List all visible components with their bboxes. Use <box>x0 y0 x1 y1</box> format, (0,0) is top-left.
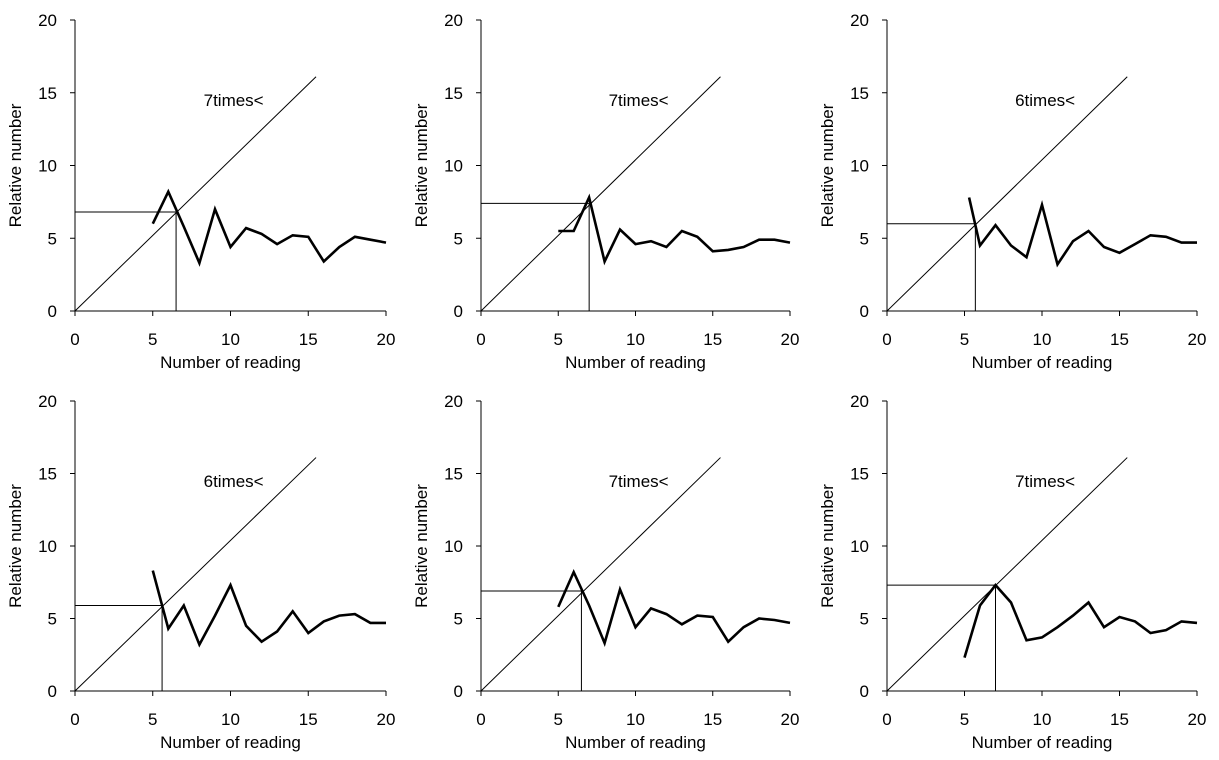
chart-5-y-axis-title: Relative number <box>412 484 431 608</box>
chart-2-x-axis-title: Number of reading <box>565 353 706 372</box>
chart-6-series-line <box>963 583 1198 658</box>
chart-1-x-tick-label: 0 <box>70 330 79 349</box>
chart-5-x-tick-label: 15 <box>703 710 722 729</box>
chart-4-diagonal-line <box>74 457 317 692</box>
chart-1-x-tick-label: 20 <box>377 330 396 349</box>
chart-1-y-axis-title: Relative number <box>6 103 25 227</box>
chart-4-annotation: 6times< <box>204 472 264 491</box>
chart-5-diagonal-line <box>480 457 721 692</box>
chart-5-y-tick-label: 5 <box>454 610 463 629</box>
chart-2-x-tick-label: 10 <box>626 330 645 349</box>
chart-3-y-tick-label: 0 <box>860 302 869 321</box>
chart-1-x-tick-label: 10 <box>221 330 240 349</box>
chart-3-y-tick-label: 15 <box>850 84 869 103</box>
chart-4-x-tick-label: 10 <box>221 710 240 729</box>
chart-4-x-tick-label: 15 <box>299 710 318 729</box>
chart-4-y-tick-label: 10 <box>38 537 57 556</box>
chart-6-y-tick-label: 0 <box>860 682 869 701</box>
chart-3-y-axis-title: Relative number <box>818 103 837 227</box>
chart-3-annotation: 6times< <box>1015 91 1075 110</box>
chart-3-x-tick-label: 20 <box>1188 330 1207 349</box>
chart-4-y-tick-label: 15 <box>38 465 57 484</box>
chart-1-y-tick-label: 20 <box>38 11 57 30</box>
chart-1-y-tick-label: 15 <box>38 84 57 103</box>
chart-4-x-axis-title: Number of reading <box>160 733 301 752</box>
chart-4-x-tick-label: 0 <box>70 710 79 729</box>
chart-6-y-tick-label: 20 <box>850 392 869 411</box>
chart-3: 0 5 10 15 20 0 5 10 15 20 Number of reading Relativ… <box>818 11 1206 372</box>
chart-6-y-axis-title: Relative number <box>818 484 837 608</box>
chart-1-y-tick-label: 0 <box>48 302 57 321</box>
chart-6-x-tick-label: 10 <box>1033 710 1052 729</box>
chart-2-x-tick-label: 5 <box>554 330 563 349</box>
chart-5-series-line <box>557 568 791 648</box>
chart-1-y-tick-label: 10 <box>38 157 57 176</box>
chart-2-annotation: 7times< <box>609 91 669 110</box>
chart-2: 0 5 10 15 20 0 5 10 15 20 Number of reading Relativ… <box>412 11 799 372</box>
chart-3-x-tick-label: 0 <box>882 330 891 349</box>
chart-6: 0 5 10 15 20 0 5 10 15 20 Number of reading Relativ… <box>818 392 1206 752</box>
chart-3-diagonal-line <box>886 76 1128 312</box>
chart-2-x-tick-label: 15 <box>703 330 722 349</box>
chart-4: 0 5 10 15 20 0 5 10 15 20 Number of reading Relativ… <box>6 392 395 752</box>
chart-4-x-tick-label: 5 <box>148 710 157 729</box>
chart-4-y-tick-label: 0 <box>48 682 57 701</box>
chart-5-y-tick-label: 20 <box>444 392 463 411</box>
chart-1-y-tick-label: 5 <box>48 229 57 248</box>
chart-5-x-tick-label: 10 <box>626 710 645 729</box>
chart-6-x-tick-label: 5 <box>960 710 969 729</box>
chart-3-x-axis-title: Number of reading <box>972 353 1113 372</box>
chart-4-y-tick-label: 20 <box>38 392 57 411</box>
chart-1-x-tick-label: 15 <box>299 330 318 349</box>
chart-4-x-tick-label: 20 <box>377 710 396 729</box>
chart-1-diagonal-line <box>74 76 317 312</box>
chart-5-y-tick-label: 15 <box>444 465 463 484</box>
chart-2-x-tick-label: 20 <box>781 330 800 349</box>
chart-1-x-tick-label: 5 <box>148 330 157 349</box>
chart-6-x-tick-label: 15 <box>1110 710 1129 729</box>
chart-5-x-tick-label: 20 <box>781 710 800 729</box>
chart-3-x-tick-label: 5 <box>960 330 969 349</box>
chart-6-x-tick-label: 20 <box>1188 710 1207 729</box>
chart-6-x-axis-title: Number of reading <box>972 733 1113 752</box>
chart-1-x-axis-title: Number of reading <box>160 353 301 372</box>
chart-2-y-axis-title: Relative number <box>412 103 431 227</box>
chart-4-series-line <box>151 570 386 648</box>
chart-2-y-tick-label: 5 <box>454 229 463 248</box>
chart-6-y-tick-label: 10 <box>850 537 869 556</box>
chart-5-y-tick-label: 10 <box>444 537 463 556</box>
chart-2-y-tick-label: 15 <box>444 84 463 103</box>
chart-3-x-tick-label: 15 <box>1110 330 1129 349</box>
chart-5-y-tick-label: 0 <box>454 682 463 701</box>
chart-4-y-tick-label: 5 <box>48 610 57 629</box>
chart-5: 0 5 10 15 20 0 5 10 15 20 Number of reading Relativ… <box>412 392 799 752</box>
chart-4-y-axis-title: Relative number <box>6 484 25 608</box>
chart-6-diagonal-line <box>886 457 1128 692</box>
chart-6-y-tick-label: 15 <box>850 465 869 484</box>
chart-3-y-tick-label: 10 <box>850 157 869 176</box>
chart-2-y-tick-label: 0 <box>454 302 463 321</box>
chart-3-y-tick-label: 20 <box>850 11 869 30</box>
chart-1-annotation: 7times< <box>204 91 264 110</box>
chart-3-x-tick-label: 10 <box>1033 330 1052 349</box>
chart-2-series-line <box>558 193 791 266</box>
chart-5-x-tick-label: 5 <box>554 710 563 729</box>
chart-6-x-tick-label: 0 <box>882 710 891 729</box>
chart-1: 0 5 10 15 20 0 5 10 15 20 Number of reading Relativ… <box>6 11 395 372</box>
chart-2-y-tick-label: 10 <box>444 157 463 176</box>
chart-2-y-tick-label: 20 <box>444 11 463 30</box>
chart-5-x-axis-title: Number of reading <box>565 733 706 752</box>
chart-5-x-tick-label: 0 <box>476 710 485 729</box>
chart-3-series-line <box>967 197 1197 268</box>
chart-6-y-tick-label: 5 <box>860 610 869 629</box>
chart-2-x-tick-label: 0 <box>476 330 485 349</box>
chart-6-annotation: 7times< <box>1015 472 1075 491</box>
chart-2-diagonal-line <box>480 76 721 312</box>
chart-1-series-line <box>151 188 387 267</box>
chart-3-y-tick-label: 5 <box>860 229 869 248</box>
chart-5-annotation: 7times< <box>609 472 669 491</box>
